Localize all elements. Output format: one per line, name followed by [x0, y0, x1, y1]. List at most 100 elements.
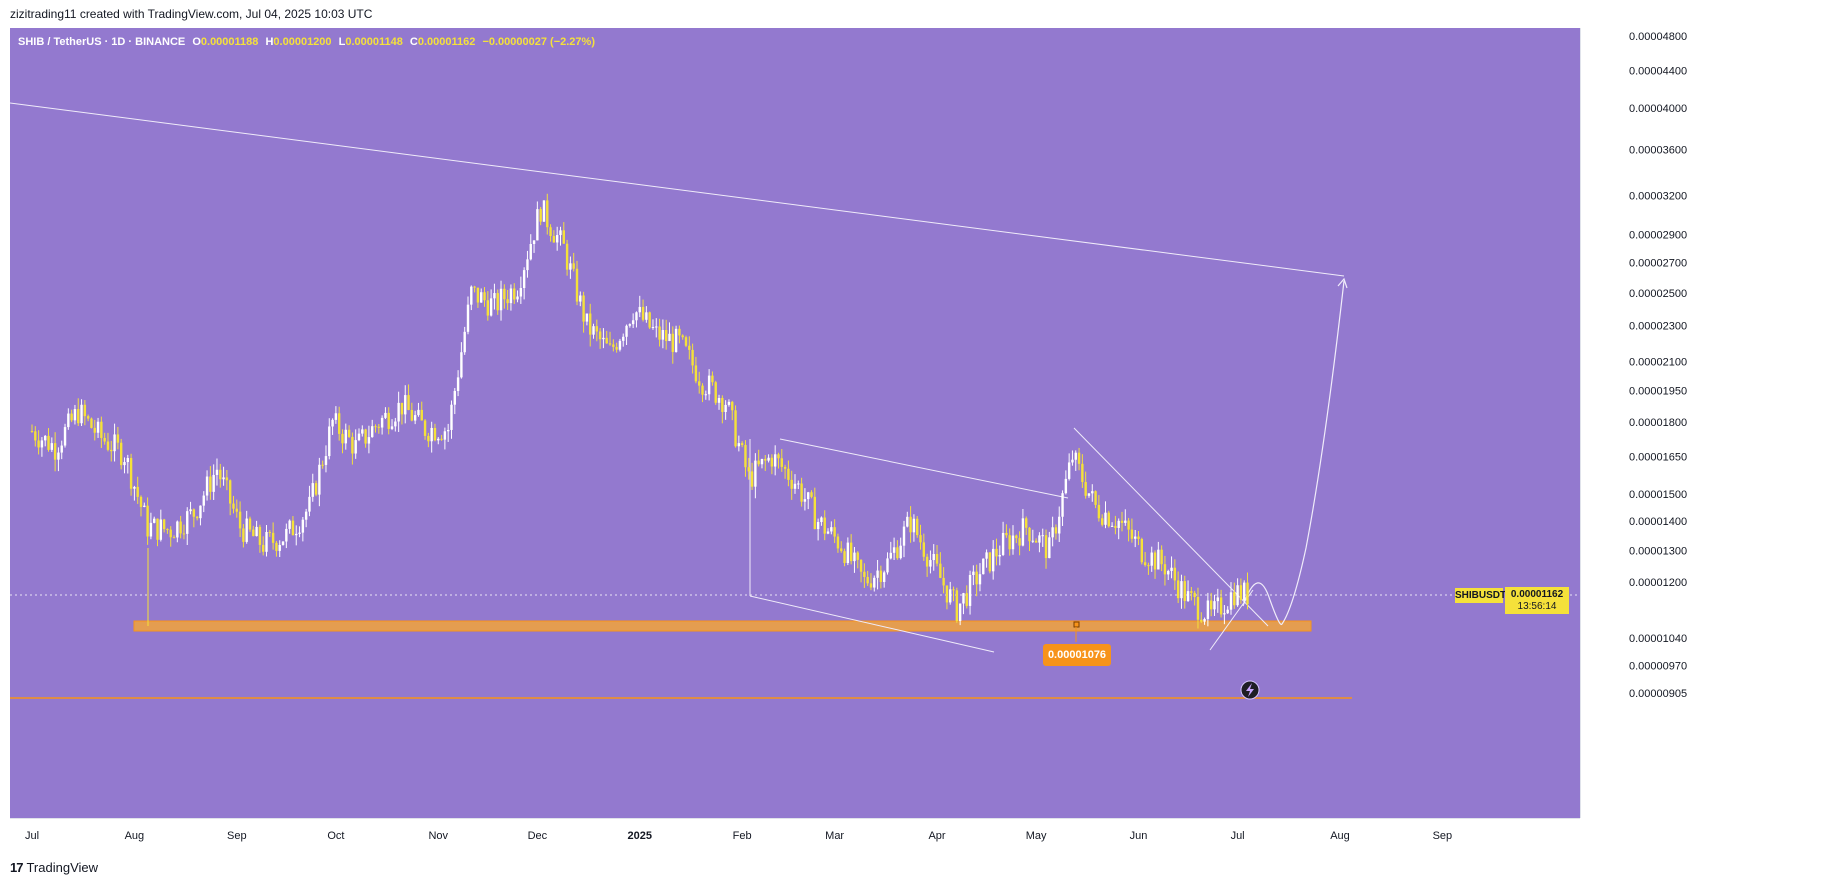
legend-open-label: O: [192, 36, 201, 48]
candle-body: [285, 528, 288, 542]
candle-body: [1107, 512, 1110, 527]
candle-body: [539, 209, 542, 222]
candle-body: [242, 528, 245, 542]
candle-body: [496, 293, 499, 311]
candle-body: [228, 480, 232, 504]
price-tick-label: 0.00002700: [1629, 258, 1687, 270]
candle-body: [86, 416, 90, 419]
candle-body: [859, 559, 863, 572]
candle-body: [754, 460, 757, 487]
price-tick-label: 0.00003600: [1629, 144, 1687, 156]
tradingview-brand: TradingView: [26, 860, 99, 875]
candle-body: [44, 435, 47, 441]
candle-body: [410, 409, 414, 421]
candle-body: [77, 409, 80, 424]
candle-body: [314, 483, 318, 495]
price-tick-label: 0.00001500: [1629, 489, 1687, 501]
candle-body: [80, 404, 83, 424]
candle-body: [443, 431, 447, 440]
candle-body: [367, 437, 371, 444]
candle-body: [555, 235, 559, 243]
candle-body: [622, 336, 625, 341]
candle-body: [882, 572, 886, 582]
candle-body: [635, 312, 638, 321]
candle-body: [506, 299, 509, 304]
price-tick-label: 0.00001040: [1629, 633, 1687, 645]
candle-body: [945, 585, 949, 603]
price-tick-label: 0.00001650: [1629, 451, 1687, 463]
candle-body: [711, 375, 714, 383]
candle-body: [1091, 491, 1094, 494]
candle-body: [734, 410, 737, 447]
candle-body: [546, 200, 549, 228]
time-tick-label: Oct: [327, 830, 344, 842]
candle-body: [958, 603, 962, 622]
current-price-tag: SHIBUSDT: [1455, 588, 1507, 603]
candle-body: [60, 445, 63, 453]
may-trendline: [1073, 427, 1269, 627]
candle-body: [1216, 597, 1219, 602]
candle-body: [985, 552, 988, 559]
candle-body: [93, 427, 96, 433]
candle-body: [767, 457, 770, 461]
candle-body: [486, 300, 490, 316]
candle-body: [295, 533, 298, 536]
candle-body: [1160, 549, 1163, 565]
candle-body: [1150, 552, 1153, 566]
candle-body: [787, 468, 790, 480]
candle-body: [1038, 535, 1041, 543]
candle-body: [1229, 592, 1233, 610]
candle-body: [483, 292, 486, 301]
candle-body: [925, 556, 929, 567]
candle-body: [1114, 525, 1117, 528]
candle-body: [1163, 564, 1167, 575]
candle-body: [513, 288, 516, 300]
time-tick-label: Nov: [428, 830, 448, 842]
candle-body: [1117, 520, 1120, 528]
candle-body: [721, 397, 724, 412]
candle-body: [731, 401, 734, 411]
candle-body: [579, 295, 582, 302]
candle-body: [744, 444, 747, 468]
candle-body: [50, 443, 54, 450]
candle-body: [972, 571, 975, 575]
time-tick-label: 2025: [628, 830, 652, 842]
candle-body: [1031, 540, 1035, 542]
time-tick-label: Jul: [1231, 830, 1245, 842]
candle-body: [301, 519, 305, 533]
candle-body: [1157, 549, 1160, 570]
candle-body: [1034, 540, 1038, 543]
candle-body: [139, 496, 143, 507]
price-tick-label: 0.00002100: [1629, 357, 1687, 369]
candle-body: [598, 331, 602, 340]
candle-body: [747, 467, 750, 472]
wedge-lower-line: [749, 595, 995, 653]
time-axis[interactable]: Jul Aug Sep Oct Nov Dec 2025 Feb Mar Apr May Jun Jul…: [10, 818, 1580, 848]
candle-body: [473, 286, 476, 288]
candle-body: [1140, 538, 1144, 563]
price-axis[interactable]: 0.00004800 0.00004400 0.00004000 0.00003600…: [1455, 28, 1825, 818]
candle-body: [942, 577, 945, 586]
candle-body: [1100, 518, 1104, 525]
candle-body: [899, 545, 902, 559]
candle-body: [1124, 520, 1127, 523]
candle-body: [529, 243, 532, 260]
candle-body: [552, 235, 556, 243]
candle-body: [1143, 562, 1147, 566]
candle-body: [1054, 527, 1058, 534]
candle-body: [777, 454, 780, 459]
plot-area[interactable]: SHIB / TetherUS · 1D · BINANCE O0.000011…: [10, 28, 1580, 818]
candle-body: [153, 518, 156, 523]
candle-body: [222, 477, 225, 480]
candle-body: [63, 427, 67, 446]
candle-body: [1011, 535, 1015, 550]
candle-body: [615, 346, 618, 350]
candle-body: [278, 544, 281, 551]
chart-frame[interactable]: SHIB / TetherUS · 1D · BINANCE O0.000011…: [10, 28, 1825, 848]
candle-body: [1236, 585, 1239, 606]
candle-body: [1243, 582, 1246, 600]
candle-body: [628, 324, 632, 326]
candle-body: [146, 505, 149, 537]
time-tick-label: Mar: [825, 830, 844, 842]
candle-body: [592, 326, 595, 335]
